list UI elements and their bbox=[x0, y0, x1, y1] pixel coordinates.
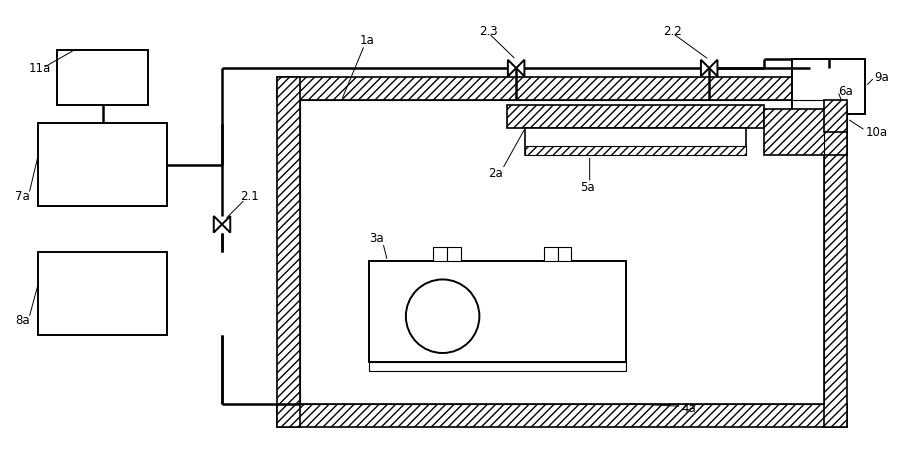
Text: 8a: 8a bbox=[15, 314, 30, 327]
Text: 2a: 2a bbox=[489, 167, 503, 180]
Text: 11a: 11a bbox=[29, 62, 52, 75]
Text: 6a: 6a bbox=[838, 85, 853, 98]
Text: 3a: 3a bbox=[369, 232, 384, 245]
Text: 2.2: 2.2 bbox=[663, 25, 682, 38]
Bar bbox=[764, 109, 847, 156]
Polygon shape bbox=[222, 216, 230, 233]
Bar bbox=[526, 146, 746, 156]
Text: 9a: 9a bbox=[875, 71, 890, 84]
Text: 4a: 4a bbox=[681, 402, 696, 415]
Bar bbox=[507, 105, 764, 128]
Polygon shape bbox=[516, 60, 525, 76]
Bar bbox=[433, 248, 447, 261]
Bar bbox=[38, 123, 167, 206]
Bar bbox=[824, 77, 847, 426]
Bar bbox=[544, 248, 558, 261]
Bar bbox=[369, 261, 626, 362]
Text: 2.1: 2.1 bbox=[241, 190, 259, 203]
Bar bbox=[824, 100, 847, 132]
Bar bbox=[369, 362, 626, 371]
Polygon shape bbox=[709, 60, 717, 76]
Text: 1a: 1a bbox=[360, 34, 374, 47]
Polygon shape bbox=[701, 60, 709, 76]
Text: 7a: 7a bbox=[15, 190, 30, 203]
Polygon shape bbox=[508, 60, 516, 76]
Bar bbox=[278, 403, 847, 426]
Bar bbox=[447, 248, 461, 261]
Bar bbox=[278, 77, 301, 426]
Text: 2.3: 2.3 bbox=[479, 25, 498, 38]
Bar bbox=[792, 59, 866, 114]
Bar bbox=[558, 248, 572, 261]
Text: 10a: 10a bbox=[866, 126, 888, 139]
Polygon shape bbox=[214, 216, 222, 233]
Bar bbox=[56, 50, 148, 105]
Bar bbox=[526, 128, 746, 156]
Circle shape bbox=[406, 279, 479, 353]
Bar bbox=[278, 77, 847, 100]
Bar bbox=[38, 252, 167, 335]
Text: 5a: 5a bbox=[581, 181, 595, 194]
